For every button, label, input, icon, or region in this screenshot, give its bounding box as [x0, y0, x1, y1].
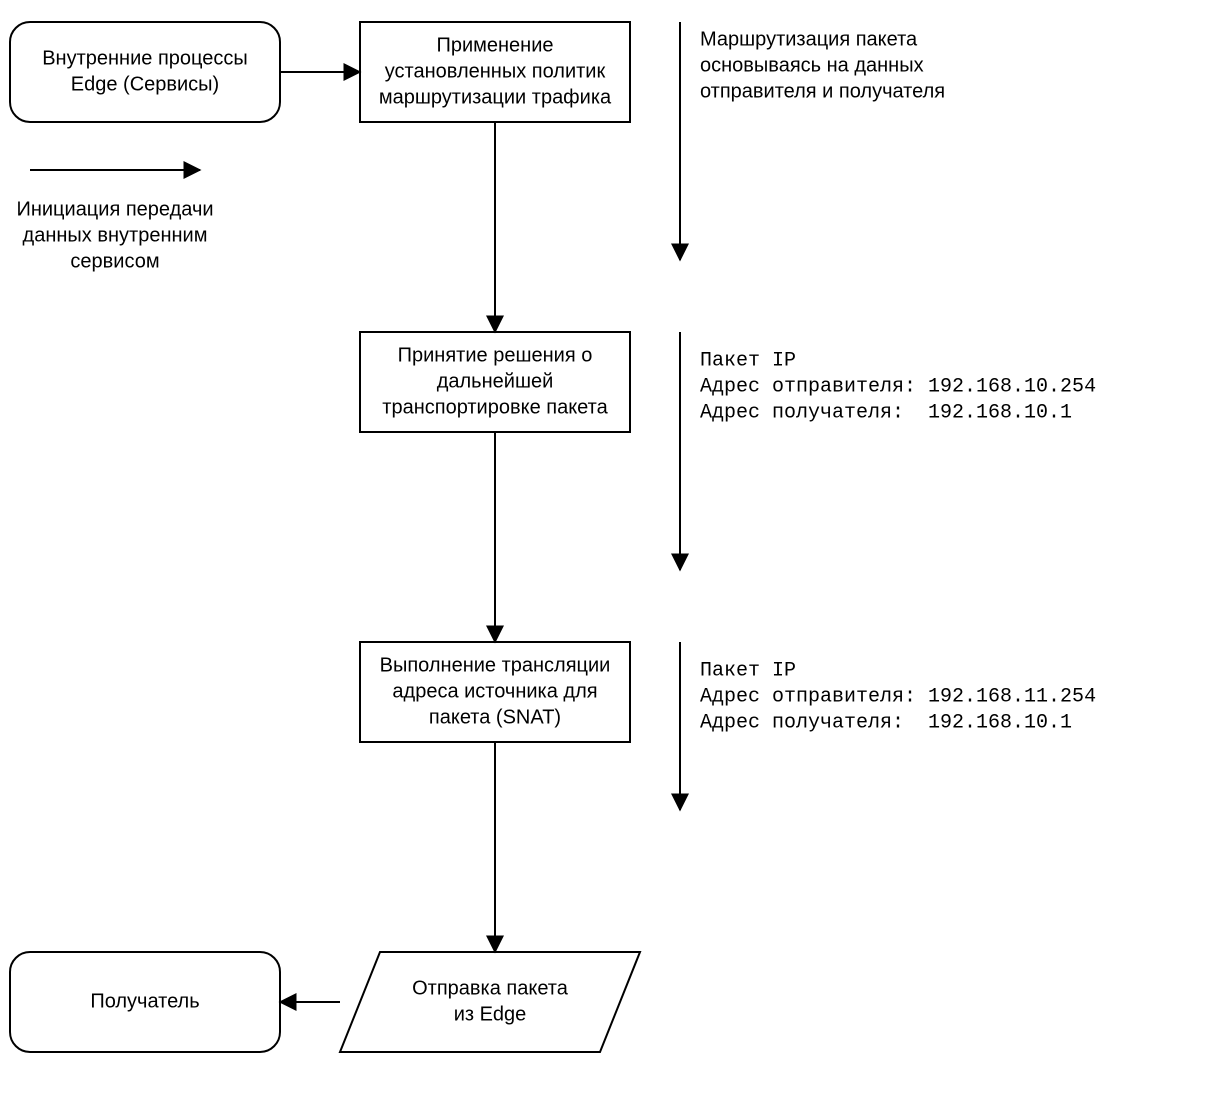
- node-n4-label-line: адреса источника для: [392, 680, 597, 702]
- annotation-a3-line: Адрес получателя: 192.168.10.1: [700, 401, 1072, 424]
- annotation-a1-line: Инициация передачи: [16, 198, 213, 220]
- node-n3-label-line: транспортировке пакета: [382, 396, 608, 418]
- node-n3-label-line: дальнейшей: [437, 370, 554, 392]
- annotation-a2: Маршрутизация пакета основываясь на данны…: [700, 28, 945, 102]
- node-n1-label-line: Edge (Сервисы): [71, 73, 219, 95]
- annotation-a3-line: Адрес отправителя: 192.168.10.254: [700, 375, 1096, 398]
- node-n5-label-line: Отправка пакета: [412, 977, 569, 999]
- node-n5-label-line: из Edge: [454, 1003, 527, 1025]
- annotation-a1-line: данных внутренним: [23, 224, 208, 246]
- node-n2-label-line: Применение: [436, 34, 553, 56]
- node-n1-label-line: Внутренние процессы: [42, 47, 248, 69]
- node-n5: Отправка пакета из Edge: [340, 952, 640, 1052]
- node-n1: Внутренние процессы Edge (Сервисы): [10, 22, 280, 122]
- annotation-a4-line: Пакет IP: [700, 659, 796, 682]
- annotation-a3-line: Пакет IP: [700, 349, 796, 372]
- annotation-a1: Инициация передачи данных внутренним серви…: [16, 198, 213, 272]
- node-n3: Принятие решения о дальнейшей транспортиро…: [360, 332, 630, 432]
- node-n4-label-line: Выполнение трансляции: [380, 654, 611, 676]
- annotation-a3: Пакет IP Адрес отправителя: 192.168.10.25…: [700, 349, 1096, 424]
- annotation-a1-line: сервисом: [70, 250, 159, 272]
- node-n6: Получатель: [10, 952, 280, 1052]
- annotation-a2-line: Маршрутизация пакета: [700, 28, 918, 50]
- node-n2-label-line: маршрутизации трафика: [379, 86, 612, 108]
- annotation-a2-line: отправителя и получателя: [700, 80, 945, 102]
- node-n3-label-line: Принятие решения о: [398, 344, 593, 366]
- annotation-a4-line: Адрес получателя: 192.168.10.1: [700, 711, 1072, 734]
- node-n2-label-line: установленных политик: [385, 60, 606, 82]
- node-n2: Применение установленных политик маршрутиз…: [360, 22, 630, 122]
- node-n4-label-line: пакета (SNAT): [429, 706, 561, 728]
- node-n6-label-line: Получатель: [90, 990, 199, 1012]
- flowchart-canvas: Внутренние процессы Edge (Сервисы) Примене…: [0, 0, 1222, 1116]
- node-n4: Выполнение трансляции адреса источника дл…: [360, 642, 630, 742]
- annotation-a4-line: Адрес отправителя: 192.168.11.254: [700, 685, 1096, 708]
- annotation-a4: Пакет IP Адрес отправителя: 192.168.11.25…: [700, 659, 1096, 734]
- annotation-a2-line: основываясь на данных: [700, 54, 924, 76]
